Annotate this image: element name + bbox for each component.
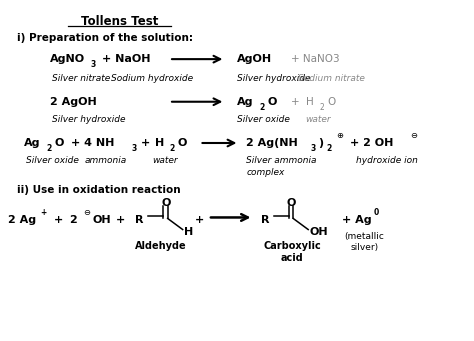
Text: Silver oxide: Silver oxide [26,156,79,165]
Text: silver): silver) [350,243,378,252]
Text: 2: 2 [69,215,77,225]
Text: ): ) [319,138,324,148]
Text: ammonia: ammonia [85,156,127,165]
Text: 0: 0 [374,208,379,217]
Text: R: R [135,215,143,225]
Text: ⊖: ⊖ [410,131,417,140]
Text: acid: acid [281,253,304,263]
Text: O: O [177,138,186,148]
Text: +: + [40,208,46,217]
Text: i) Preparation of the solution:: i) Preparation of the solution: [17,33,193,43]
Text: + 2 OH: + 2 OH [350,138,394,148]
Text: Sodium nitrate: Sodium nitrate [298,74,365,83]
Text: 2: 2 [326,144,331,153]
Text: O: O [267,97,277,107]
Text: 3: 3 [132,144,137,153]
Text: 2: 2 [169,144,174,153]
Text: H: H [183,227,193,237]
Text: +: + [116,215,126,225]
Text: Silver ammonia: Silver ammonia [246,156,317,165]
Text: ii) Use in oxidation reaction: ii) Use in oxidation reaction [17,185,181,195]
Text: AgNO: AgNO [50,54,85,64]
Text: 3: 3 [310,144,315,153]
Text: water: water [153,156,178,165]
Text: +: + [195,215,204,225]
Text: ⊕: ⊕ [337,131,343,140]
Text: Carboxylic: Carboxylic [264,241,321,251]
Text: Silver oxide: Silver oxide [237,115,290,124]
Text: hydroxide ion: hydroxide ion [356,156,419,165]
Text: AgOH: AgOH [237,54,272,64]
Text: Silver nitrate: Silver nitrate [52,74,110,83]
Text: Silver hydroxide: Silver hydroxide [52,115,126,124]
Text: H: H [306,97,314,107]
Text: (metallic: (metallic [345,232,384,241]
Text: 3: 3 [91,60,96,69]
Text: + NaNO3: + NaNO3 [291,54,339,64]
Text: ⊖: ⊖ [83,208,91,217]
Text: H: H [155,138,164,148]
Text: 2 Ag(NH: 2 Ag(NH [246,138,298,148]
Text: + Ag: + Ag [342,215,372,225]
Text: + 4 NH: + 4 NH [71,138,114,148]
Text: 2 Ag: 2 Ag [9,215,36,225]
Text: +: + [141,138,150,148]
Text: Tollens Test: Tollens Test [81,15,159,28]
Text: +: + [291,97,300,107]
Text: O: O [327,97,335,107]
Text: Sodium hydroxide: Sodium hydroxide [110,74,192,83]
Text: Silver hydroxide: Silver hydroxide [237,74,310,83]
Text: Ag: Ag [237,97,254,107]
Text: +: + [55,215,64,225]
Text: 2 AgOH: 2 AgOH [50,97,96,107]
Text: Ag: Ag [24,138,40,148]
Text: O: O [161,198,171,208]
Text: OH: OH [309,227,328,237]
Text: + NaOH: + NaOH [102,54,151,64]
Text: 2: 2 [259,103,264,112]
Text: water: water [305,115,330,124]
Text: O: O [55,138,64,148]
Text: OH: OH [93,215,111,225]
Text: R: R [261,215,270,225]
Text: 2: 2 [319,103,324,112]
Text: 2: 2 [46,144,52,153]
Text: complex: complex [246,168,285,177]
Text: Aldehyde: Aldehyde [135,241,187,251]
Text: O: O [287,198,296,208]
